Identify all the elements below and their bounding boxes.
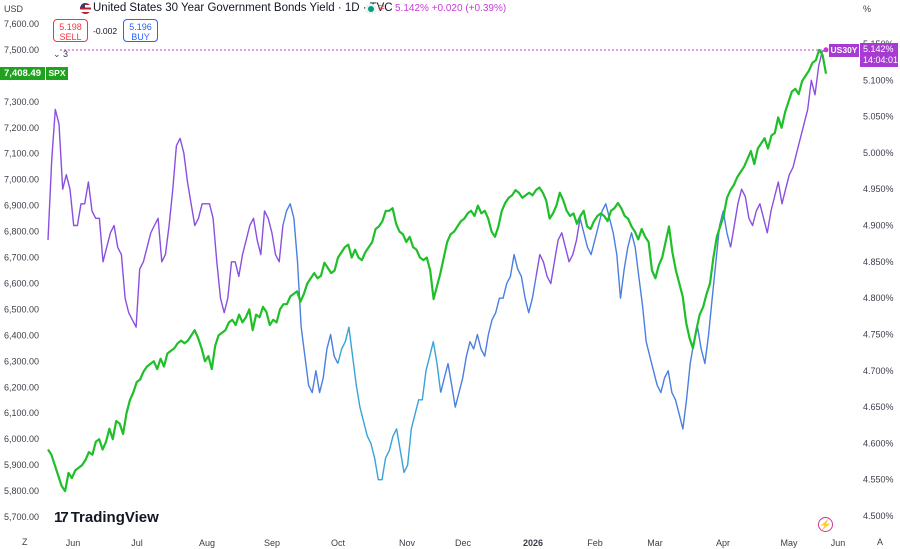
spx-symbol-tag: SPX (46, 67, 68, 80)
left-axis-tick-label: 7,600.00 (4, 19, 39, 29)
buy-price: 5.196 (129, 22, 152, 32)
tradingview-logo-text: TradingView (70, 509, 159, 526)
symbol-title[interactable]: United States 30 Year Government Bonds Y… (93, 2, 393, 14)
us30y-series-line (47, 108, 284, 328)
spx-price-label: 7,408.49 (0, 67, 45, 80)
us30y-series-line (535, 218, 581, 285)
market-open-icon (365, 4, 377, 14)
time-axis-tick-label: Aug (199, 538, 215, 548)
right-axis-tick-label: 4.700% (863, 366, 894, 376)
left-axis-tick-label: 7,100.00 (4, 149, 39, 159)
right-axis-tick-label: 4.800% (863, 293, 894, 303)
sell-label: SELL (59, 32, 82, 42)
wave-icon: ≈ (378, 0, 385, 14)
right-axis-tick-label: 5.050% (863, 112, 894, 122)
left-price-axis[interactable]: 7,600.007,500.007,400.007,300.007,200.00… (4, 19, 39, 522)
spread-value: -0.002 (93, 26, 118, 36)
us30y-series-line (729, 49, 827, 248)
time-axis[interactable]: Jun Jul Aug Sep Oct Nov Dec 2026 Feb Mar Apr May Jun (66, 538, 846, 548)
right-price-axis[interactable]: 5.150%5.100%5.050%5.000%4.950%4.900%4.85… (863, 39, 894, 521)
us30y-last-point (823, 47, 829, 53)
time-axis-tick-label: Nov (399, 538, 416, 548)
series-layer (47, 47, 829, 493)
left-axis-unit: USD (4, 4, 24, 14)
right-axis-tick-label: 4.850% (863, 257, 894, 267)
bar-countdown: 14:04:01 (863, 55, 899, 65)
indicator-collapse-toggle[interactable]: ⌄ 3 (53, 49, 69, 59)
right-axis-tick-label: 4.900% (863, 221, 894, 231)
left-axis-tick-label: 6,400.00 (4, 330, 39, 340)
us-flag-icon (80, 3, 91, 14)
us30y-series-line (282, 203, 339, 394)
left-axis-tick-label: 7,300.00 (4, 97, 39, 107)
lightning-icon[interactable]: ⚡ (818, 517, 833, 532)
sell-price: 5.198 (59, 22, 82, 32)
left-axis-tick-label: 6,000.00 (4, 434, 39, 444)
right-axis-tick-label: 4.500% (863, 511, 894, 521)
time-axis-tick-label: May (780, 538, 798, 548)
buy-button[interactable]: 5.196 BUY (123, 19, 158, 42)
right-axis-tick-label: 4.750% (863, 329, 894, 339)
right-axis-tick-label: 4.650% (863, 402, 894, 412)
left-axis-tick-label: 6,300.00 (4, 356, 39, 366)
auto-scale-button[interactable]: A (877, 537, 884, 547)
time-axis-tick-label: Jul (131, 538, 143, 548)
us30y-value: 5.142% (863, 44, 894, 54)
left-axis-tick-label: 6,700.00 (4, 253, 39, 263)
left-axis-tick-label: 5,800.00 (4, 486, 39, 496)
right-axis-tick-label: 5.000% (863, 148, 894, 158)
left-axis-tick-label: 6,800.00 (4, 227, 39, 237)
us30y-price-label: 5.142% 14:04:01 (860, 43, 898, 67)
left-axis-tick-label: 5,900.00 (4, 460, 39, 470)
tradingview-logo[interactable]: 17 TradingView (54, 509, 159, 526)
time-axis-tick-label: Jun (66, 538, 81, 548)
left-axis-tick-label: 6,200.00 (4, 382, 39, 392)
left-axis-tick-label: 6,100.00 (4, 408, 39, 418)
buy-label: BUY (131, 32, 150, 42)
tradingview-logo-icon: 17 (54, 509, 69, 526)
us30y-series-line (337, 326, 442, 481)
left-axis-tick-label: 6,500.00 (4, 304, 39, 314)
us30y-symbol-tag: US30Y (829, 44, 859, 57)
left-axis-tick-label: 6,600.00 (4, 278, 39, 288)
left-axis-tick-label: 7,200.00 (4, 123, 39, 133)
time-axis-tick-label: 2026 (523, 538, 543, 548)
right-axis-tick-label: 4.950% (863, 184, 894, 194)
time-axis-tick-label: Apr (716, 538, 730, 548)
time-axis-tick-label: Sep (264, 538, 280, 548)
us30y-series-line (579, 203, 732, 430)
right-axis-unit: % (863, 4, 872, 14)
left-axis-tick-label: 7,000.00 (4, 175, 39, 185)
time-axis-tick-label: Mar (647, 538, 663, 548)
sell-button[interactable]: 5.198 SELL (53, 19, 88, 42)
time-axis-tick-label: Oct (331, 538, 346, 548)
left-axis-tick-label: 7,500.00 (4, 45, 39, 55)
left-axis-tick-label: 6,900.00 (4, 201, 39, 211)
right-axis-tick-label: 4.550% (863, 475, 894, 485)
time-axis-tick-label: Feb (587, 538, 603, 548)
spx-series-line (47, 48, 828, 493)
zoom-button[interactable]: Z (22, 537, 28, 547)
us30y-series-line (440, 253, 537, 408)
time-axis-tick-label: Dec (455, 538, 472, 548)
left-axis-tick-label: 5,700.00 (4, 512, 39, 522)
last-price-change: 5.142% +0.020 (+0.39%) (395, 3, 507, 14)
right-axis-tick-label: 4.600% (863, 438, 894, 448)
time-axis-tick-label: Jun (831, 538, 846, 548)
right-axis-tick-label: 5.100% (863, 75, 894, 85)
